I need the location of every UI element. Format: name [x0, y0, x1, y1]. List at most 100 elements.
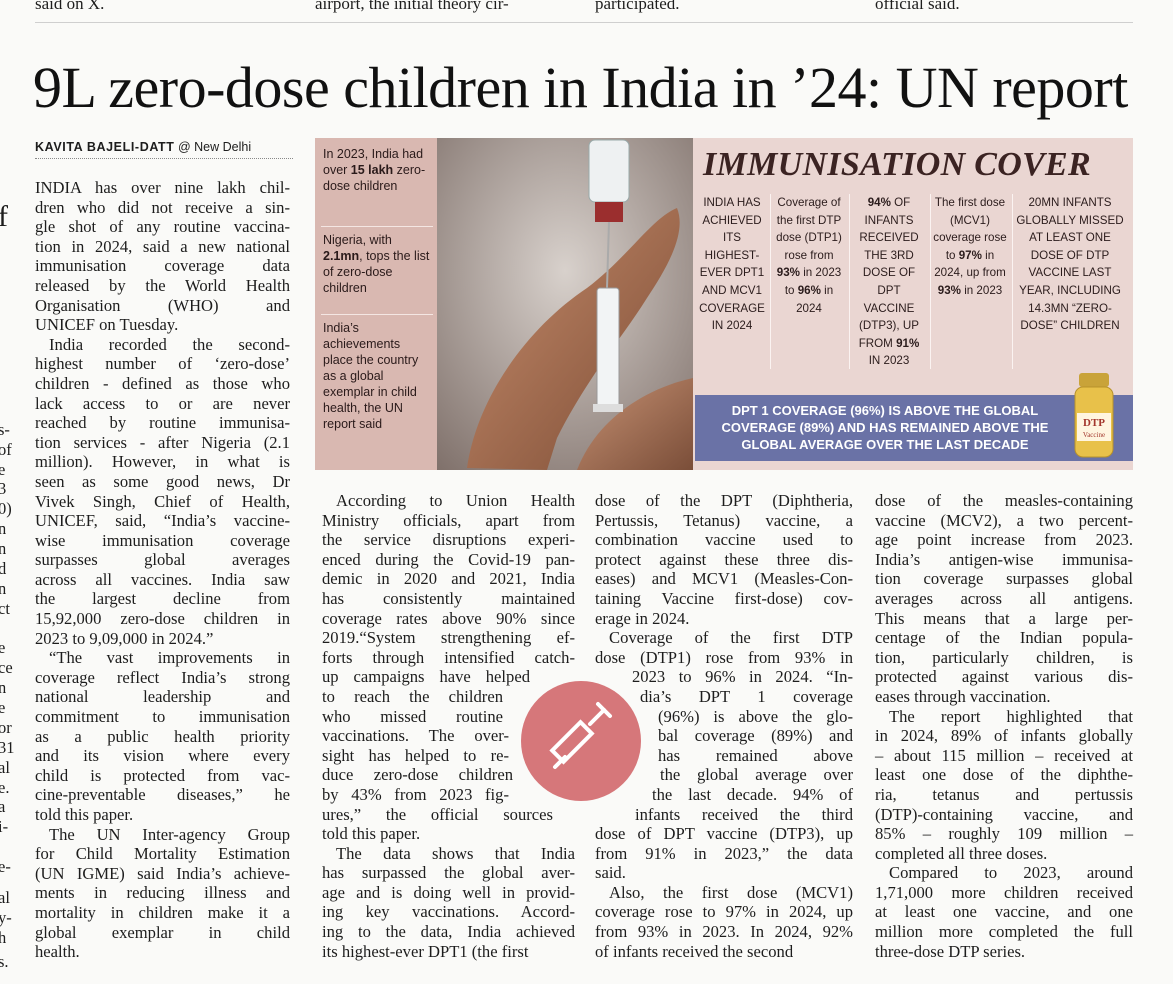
text-line: erage in 2024. [595, 608, 690, 628]
needle [606, 221, 610, 289]
text-line: Also, the first dose (MCV1) [609, 882, 853, 902]
left-fragment: y- [0, 908, 12, 927]
text-line: the global average over [660, 765, 853, 785]
banner-text: DPT 1 COVERAGE (96%) IS ABOVE THE GLOBAL… [721, 403, 1049, 452]
text-line: as a public health priority [35, 726, 290, 746]
text-line: released by the World Health [35, 275, 290, 295]
text-line: ing to the data, India achieved [322, 922, 575, 942]
top-fragment: said on X. [35, 0, 105, 13]
left-fragment: 0) [0, 499, 12, 518]
text-run: IN 2023 [868, 354, 910, 368]
text-run: 20MN INFANTS GLOBALLY MISSED AT LEAST ON… [1016, 196, 1124, 333]
text-line: in 2024, 89% of infants globally [875, 726, 1133, 746]
text-line: tion in 2024, said a new national [35, 236, 290, 256]
text-line: surpasses global averages [35, 550, 290, 570]
text-line: the last decade. 94% of [652, 784, 853, 804]
text-line: up campaigns have helped [322, 667, 530, 687]
note-divider [321, 226, 433, 227]
vial-text: Vaccine [1083, 431, 1105, 439]
side-panel: In 2023, India had over 15 lakh zero-dos… [315, 138, 437, 470]
infographic-title: IMMUNISATION COVER [703, 146, 1092, 183]
article-column: dose of the DPT (Diphtheria, Pertussis, T… [595, 491, 853, 961]
text-line: ria, tetanus and pertussis [875, 784, 1133, 804]
left-fragment: of [0, 440, 12, 459]
banner: DPT 1 COVERAGE (96%) IS ABOVE THE GLOBAL… [695, 373, 1133, 461]
top-fragment: airport, the initial theory cir- [315, 0, 509, 13]
text-line: ments in reducing illness and [35, 883, 290, 903]
text-line: taining Vaccine first-dose) cov- [595, 588, 853, 608]
article-column: INDIA has over nine lakh chil-dren who d… [35, 178, 290, 962]
text-line: dose (DTP1) rose from 93% in [595, 647, 853, 667]
text-line: (DTP)-containing vaccine, and [875, 804, 1133, 824]
text-line: national leadership and [35, 687, 290, 707]
text-line: vaccine (MCV2), a two percent- [875, 510, 1133, 530]
text-line: lack access to or are never [35, 393, 290, 413]
fact-divider [930, 194, 931, 369]
text-run: India’s achievements place the country a… [323, 321, 419, 431]
fact-divider [849, 194, 850, 369]
left-fragment: 31 [0, 738, 15, 757]
vial-label [1077, 413, 1111, 441]
text-line: 2019.“System strengthening ef- [322, 628, 575, 648]
badge-circle [521, 681, 641, 801]
text-line: dose of DPT vaccine (DTP3), up [595, 824, 853, 844]
text-line: to reach the children [322, 686, 503, 706]
text-line: India’s antigen-wise immunisa- [875, 549, 1133, 569]
text-line: tion coverage surpasses global [875, 569, 1133, 589]
left-fragment: 3 [0, 479, 7, 498]
vial-cap [595, 202, 623, 222]
text-line: at least one vaccine, and one [875, 902, 1133, 922]
fact-divider [1012, 194, 1013, 369]
text-line: the service disruptions experi- [322, 530, 575, 550]
text-run: In 2023, India had over [323, 147, 424, 177]
vial-cap [1079, 373, 1109, 387]
text-line: 2023 to 96% in 2024. “In- [632, 667, 853, 687]
text-line: who missed routine [322, 706, 503, 726]
photo [437, 138, 693, 470]
side-note: Nigeria, with 2.1mn, tops the list of ze… [323, 232, 431, 296]
text-line: infants received the third [635, 804, 853, 824]
text-line: (UN IGME) said India’s achieve- [35, 863, 290, 883]
text-run: zero-dose children [323, 163, 426, 193]
fact-divider [770, 194, 771, 369]
text-line: eases through vaccination. [875, 686, 1051, 706]
headline: 9L zero-dose children in India in ’24: U… [33, 55, 1128, 120]
text-line: Ministry officials, apart from [322, 510, 575, 530]
top-fragment: official said. [875, 0, 960, 13]
fact: 94% OF INFANTS RECEIVED THE 3RD DOSE OF … [852, 194, 926, 370]
text-line: least one dose of the diphthe- [875, 765, 1133, 785]
bold-run: 97% [958, 248, 982, 262]
syringe [596, 287, 620, 409]
note-divider [321, 314, 433, 315]
left-fragment: d [0, 559, 7, 578]
left-fragment: f [0, 200, 8, 233]
text-run: OF INFANTS RECEIVED THE 3RD DOSE OF DPT … [858, 196, 919, 350]
left-fragment: e [0, 460, 6, 479]
text-line: According to Union Health [336, 491, 575, 510]
text-line: ing key vaccinations. Accord- [322, 902, 575, 922]
text-line: said. [595, 863, 626, 883]
text-run: Coverage of the first DTP dose (DTP1) ro… [776, 196, 842, 262]
text-line: protected against various dis- [875, 667, 1133, 687]
text-line: averages across all antigens. [875, 588, 1133, 608]
side-note: India’s achievements place the country a… [323, 320, 431, 432]
bold-run: 93% [937, 283, 961, 297]
article-column: dose of the measles-containing vaccine (M… [875, 491, 1133, 961]
text-line: completed all three doses. [875, 843, 1048, 863]
text-run: in 2023 [960, 283, 1003, 297]
text-line: INDIA has over nine lakh chil- [35, 178, 290, 197]
syringe-icon [549, 702, 612, 769]
byline-rule [35, 158, 293, 159]
text-line: for Child Mortality Estimation [35, 844, 290, 864]
text-line: combination vaccine used to [595, 530, 853, 550]
left-fragment: s. [0, 952, 9, 971]
left-fragment: al [0, 758, 10, 777]
fact: INDIA HAS ACHIEVED ITS HIGHEST-EVER DPT1… [697, 194, 767, 335]
text-line: UNICEF on Tuesday. [35, 315, 179, 335]
left-fragment: n [0, 678, 7, 697]
text-line: across all vaccines. India saw [35, 569, 290, 589]
text-line: told this paper. [322, 824, 421, 844]
text-line: age point increase from 2023. [875, 530, 1133, 550]
left-fragment: e [0, 698, 6, 717]
text-run: , tops the list of zero-dose children [323, 249, 430, 295]
